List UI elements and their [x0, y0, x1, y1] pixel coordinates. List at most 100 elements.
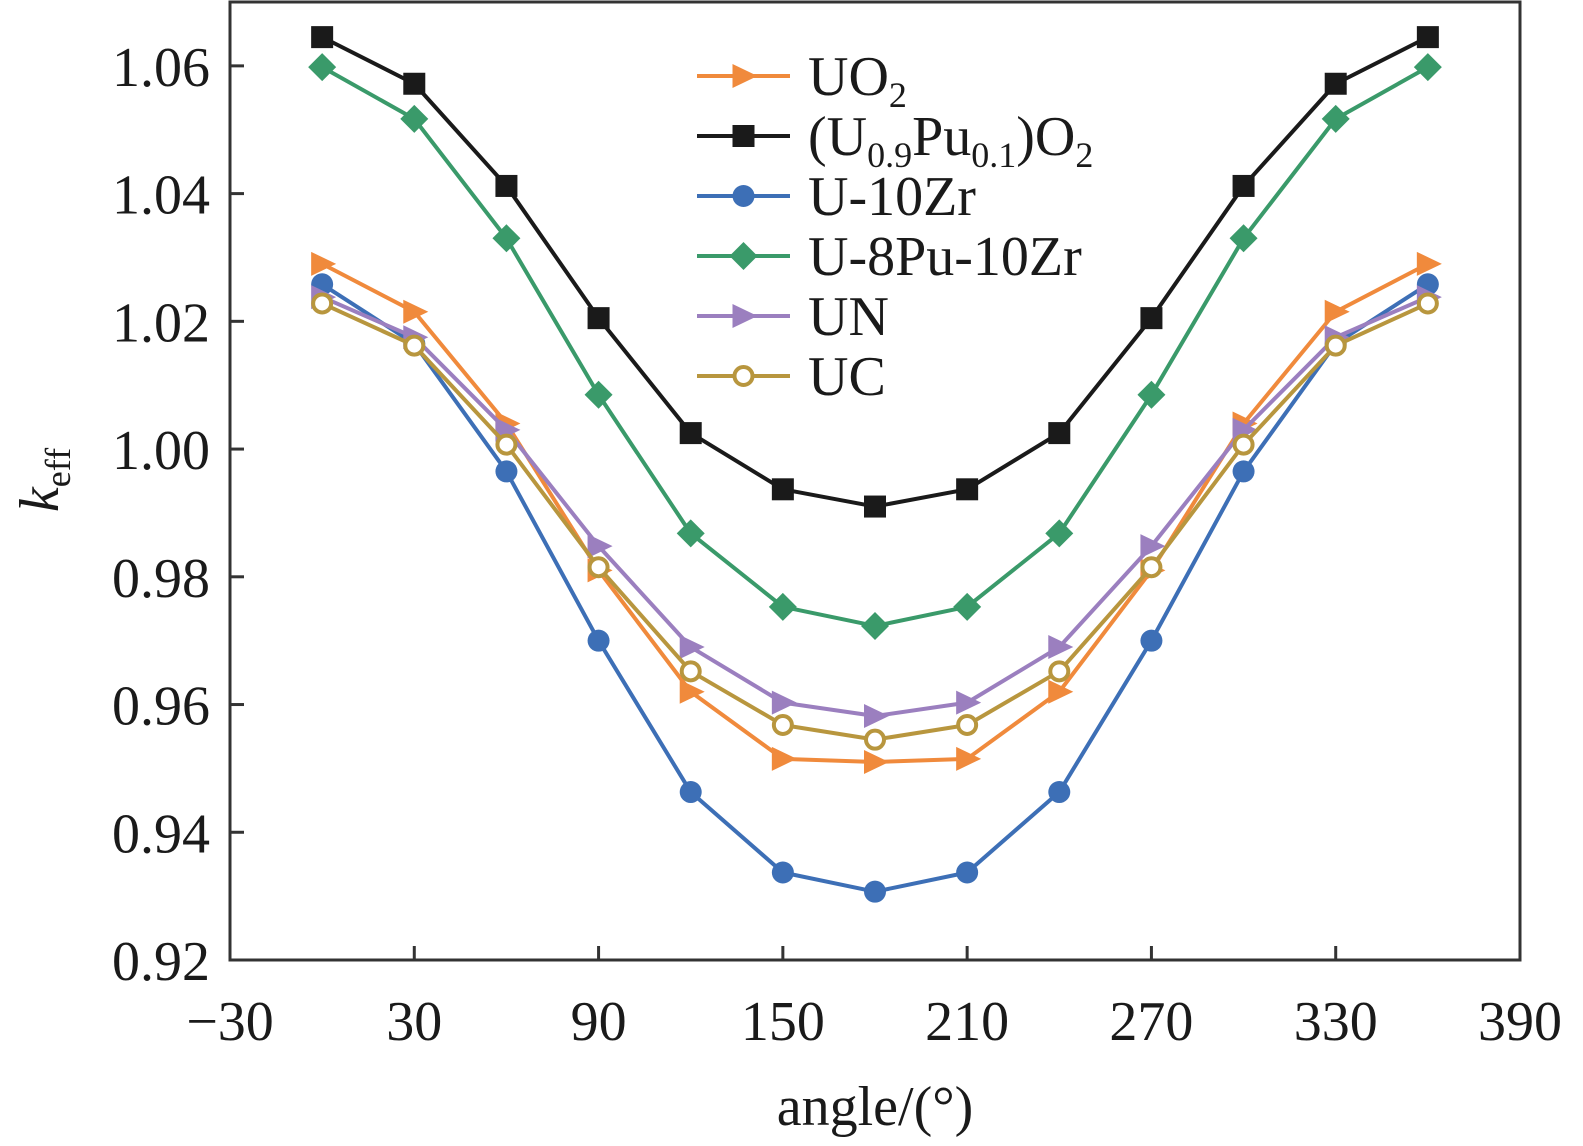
y-axis-title: keff	[9, 448, 78, 512]
x-tick-label: 30	[386, 991, 442, 1053]
data-point	[768, 592, 797, 621]
legend-item: (U0.9Pu0.1)O2	[697, 106, 1093, 175]
data-point	[679, 679, 705, 704]
data-point	[403, 299, 429, 324]
data-point	[679, 635, 705, 660]
data-point	[861, 611, 889, 640]
data-point	[587, 307, 610, 330]
legend-marker	[732, 125, 755, 147]
x-tick-label: 390	[1478, 991, 1562, 1053]
data-point	[771, 690, 797, 715]
x-tick-label: 270	[1109, 991, 1193, 1053]
data-point	[864, 728, 886, 751]
data-point	[679, 781, 702, 804]
legend-item: UN	[697, 286, 889, 348]
legend-item: U-10Zr	[697, 166, 976, 228]
series-1	[311, 26, 1439, 518]
y-tick-label: 1.00	[112, 420, 210, 482]
data-point	[1324, 299, 1350, 324]
data-point	[1416, 292, 1439, 315]
series-2	[311, 273, 1439, 903]
data-point	[1416, 251, 1442, 276]
data-point	[1140, 534, 1166, 559]
y-tick-label: 0.96	[112, 676, 210, 738]
data-point	[1413, 53, 1442, 82]
data-point	[953, 592, 982, 621]
legend-label: (U0.9Pu0.1)O2	[808, 106, 1093, 175]
data-point	[1048, 422, 1071, 445]
legend-label-part: 0.1	[971, 135, 1016, 175]
y-tick-label: 0.94	[112, 803, 210, 865]
y-axis-title-sub: eff	[38, 448, 78, 487]
legend-label-part: UO	[808, 46, 889, 108]
data-point	[1232, 174, 1255, 197]
data-point	[495, 433, 518, 456]
x-tick-label: 90	[571, 991, 627, 1053]
legend-item: UC	[697, 346, 886, 408]
data-point	[956, 690, 982, 715]
legend-label-part: UN	[808, 286, 889, 348]
legend-label-part: 0.9	[867, 135, 912, 175]
data-point	[864, 880, 886, 903]
x-tick-label: −30	[186, 991, 274, 1053]
data-point	[1140, 307, 1163, 330]
data-point	[400, 104, 429, 133]
data-point	[864, 704, 889, 729]
legend-label: U-8Pu-10Zr	[808, 226, 1082, 288]
data-point	[311, 251, 337, 276]
data-point	[1045, 519, 1074, 548]
data-point	[308, 53, 337, 82]
y-tick-label: 1.04	[112, 165, 210, 227]
data-point	[1229, 224, 1258, 253]
data-point	[1232, 460, 1255, 483]
legend-label: U-10Zr	[808, 166, 976, 228]
data-point	[956, 861, 979, 884]
data-point	[587, 534, 613, 559]
ticks-layer: −30 30 90 150 210 270 330 3900.920.940.960.981.…	[112, 37, 1562, 1053]
data-point	[864, 750, 889, 775]
data-point	[1048, 679, 1074, 704]
data-point	[676, 519, 705, 548]
data-point	[1321, 104, 1350, 133]
y-axis-title-main: k	[9, 486, 71, 512]
legend-label-part: U-10Zr	[808, 166, 976, 228]
data-point	[864, 495, 886, 518]
data-point	[1137, 380, 1166, 409]
data-point	[956, 746, 982, 771]
x-tick-label: 150	[741, 991, 825, 1053]
legend-label: UC	[808, 346, 886, 408]
data-point	[771, 713, 794, 736]
data-point	[587, 556, 610, 579]
data-point	[771, 861, 794, 884]
x-tick-label: 330	[1294, 991, 1378, 1053]
legend-label-part: (U	[808, 106, 867, 168]
data-point	[1140, 629, 1163, 652]
legend-label-part: U-8Pu-10Zr	[808, 226, 1082, 288]
data-point	[311, 292, 334, 315]
legend-label-part: 2	[889, 75, 907, 115]
x-tick-label: 210	[925, 991, 1009, 1053]
series-layer	[308, 26, 1442, 903]
data-point	[1048, 660, 1071, 683]
data-point	[956, 713, 979, 736]
legend-label: UN	[808, 286, 889, 348]
data-point	[584, 380, 613, 409]
data-point	[1232, 433, 1255, 456]
data-point	[587, 629, 610, 652]
data-point	[492, 224, 521, 253]
plot-frame	[228, 0, 1522, 962]
data-point	[771, 478, 794, 501]
series-5	[311, 292, 1439, 751]
data-point	[1324, 72, 1347, 95]
legend-item: U-8Pu-10Zr	[697, 226, 1082, 288]
y-tick-label: 1.02	[112, 292, 210, 354]
y-tick-label: 0.92	[112, 931, 210, 993]
legend-marker	[732, 64, 758, 88]
data-point	[1324, 334, 1347, 357]
legend-item: UO2	[697, 46, 907, 115]
data-point	[771, 746, 797, 771]
x-axis-title: angle/(°)	[777, 1076, 974, 1138]
